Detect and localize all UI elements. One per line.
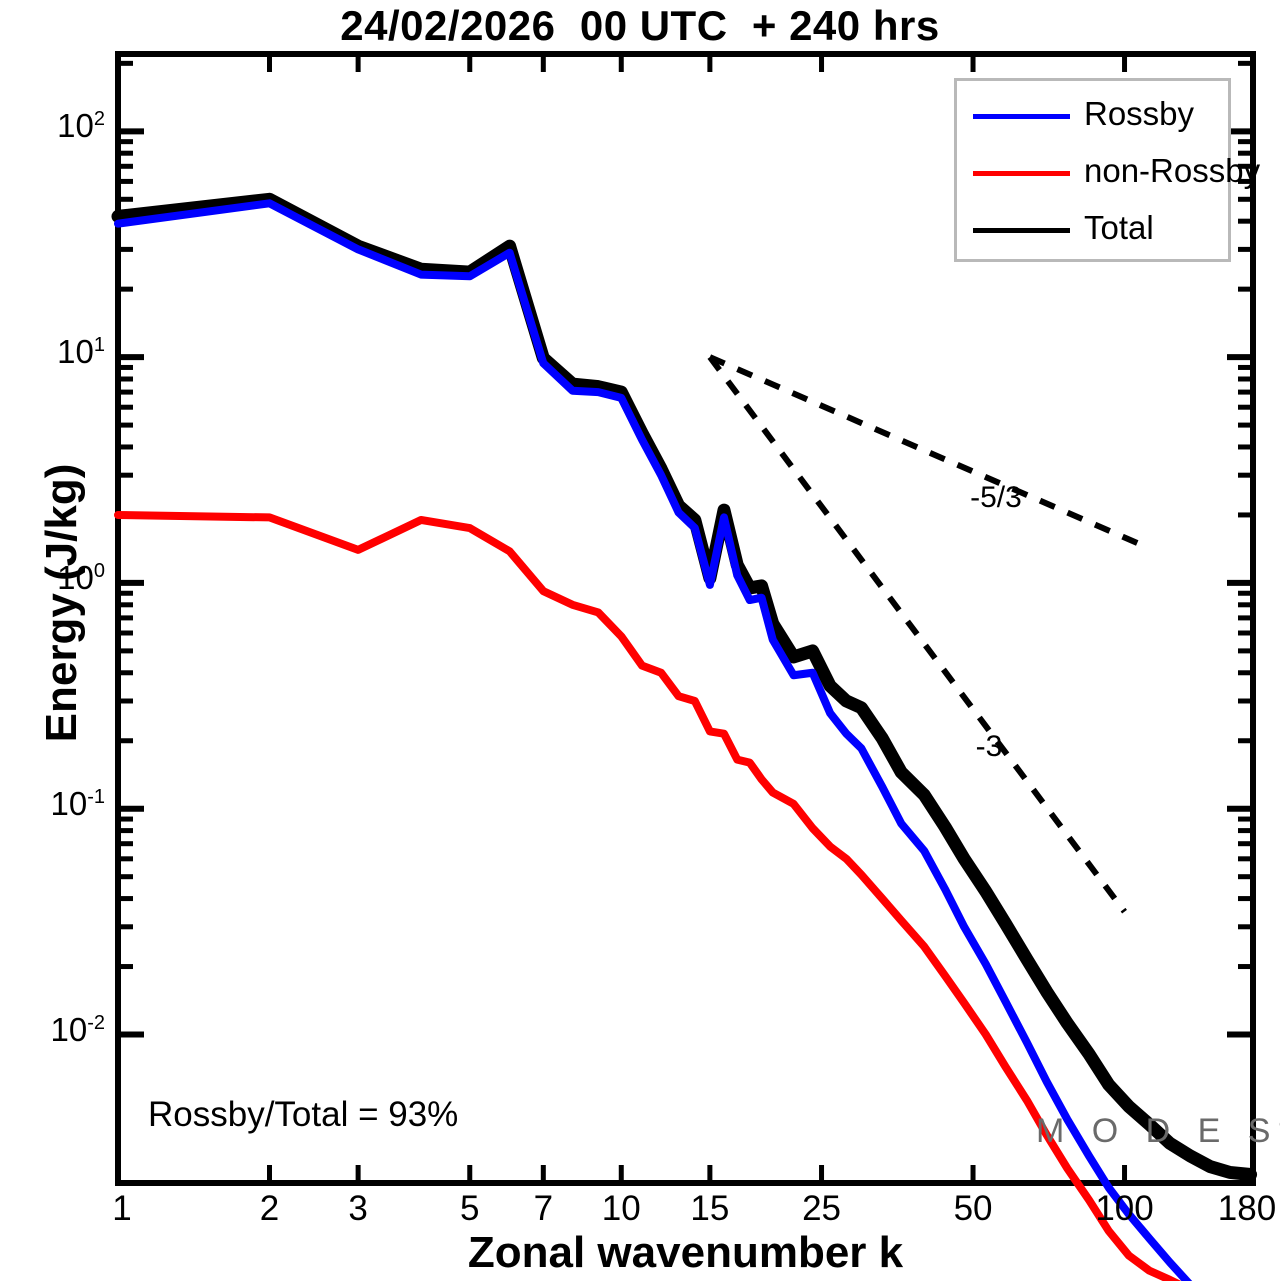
y-tick-label: 10-2: [50, 1010, 105, 1048]
legend-swatch-line: [973, 171, 1070, 176]
rossby-total-ratio-text: Rossby/Total = 93%: [148, 1095, 459, 1134]
x-axis-label: Zonal wavenumber k: [467, 1228, 904, 1277]
x-tick-label: 180: [1217, 1189, 1277, 1228]
x-tick-label: 1: [112, 1189, 132, 1228]
y-tick-label: 100: [57, 558, 105, 596]
modes-watermark: M O D E S©: [1036, 1112, 1280, 1151]
legend-label: non-Rossby: [1084, 152, 1261, 189]
legend-label: Total: [1084, 209, 1154, 246]
chart-title: 24/02/2026 00 UTC + 240 hrs: [340, 2, 940, 49]
legend-item-non-rossby[interactable]: non-Rossby: [957, 152, 1260, 192]
y-tick-label: 102: [57, 107, 105, 145]
x-tick-label: 25: [802, 1189, 841, 1228]
slope-annotation-five-thirds: -5/3: [970, 481, 1022, 515]
legend: Rossby non-Rossby Total: [954, 78, 1260, 262]
legend-item-rossby[interactable]: Rossby: [957, 95, 1234, 135]
x-tick-label: 3: [348, 1189, 368, 1228]
legend-swatch-line: [973, 228, 1070, 233]
y-tick-label: 101: [57, 333, 105, 371]
legend-swatch-line: [973, 114, 1070, 119]
legend-label: Rossby: [1084, 95, 1195, 132]
x-tick-label: 7: [533, 1189, 554, 1228]
x-tick-label: 15: [690, 1189, 730, 1228]
y-tick-label: 10-1: [50, 784, 105, 822]
slope-annotation-minus-three: -3: [975, 730, 1003, 764]
x-tick-label: 100: [1095, 1189, 1154, 1228]
modes-watermark-text: M O D E S: [1036, 1112, 1280, 1150]
legend-item-total[interactable]: Total: [957, 209, 1234, 249]
x-tick-label: 10: [601, 1189, 641, 1228]
x-tick-label: 2: [259, 1189, 280, 1228]
x-tick-label: 50: [953, 1189, 993, 1228]
x-tick-label: 5: [460, 1189, 480, 1228]
